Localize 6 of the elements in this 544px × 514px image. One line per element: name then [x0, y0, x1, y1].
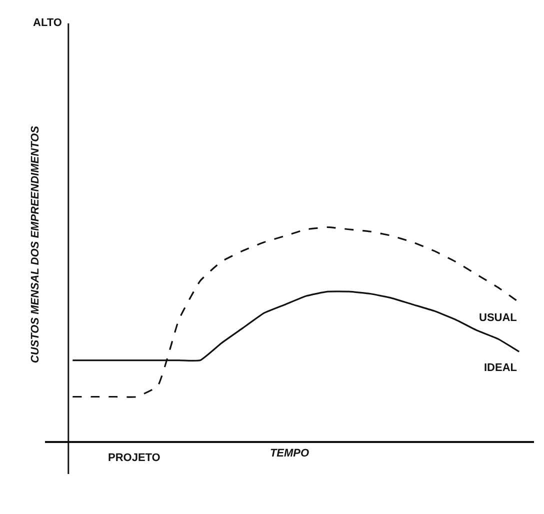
series-label: IDEAL	[484, 362, 518, 374]
text: PROJETO	[108, 452, 161, 464]
x-axis-title: TEMPO	[270, 448, 310, 460]
text: ALTO	[33, 17, 62, 29]
series-label: USUAL	[479, 312, 518, 324]
y-axis-title: CUSTOS MENSAL DOS EMPREENDIMENTOS	[30, 125, 42, 364]
